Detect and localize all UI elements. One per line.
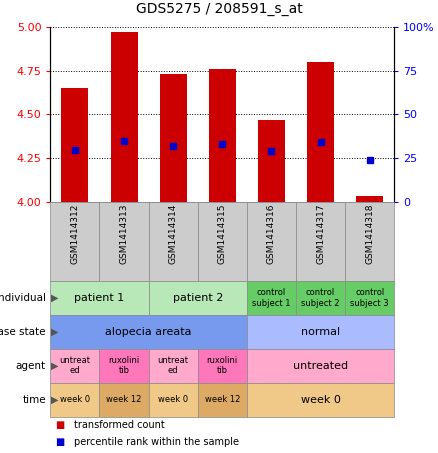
- Bar: [148, 383, 198, 417]
- Bar: [247, 202, 296, 281]
- Bar: [148, 349, 198, 383]
- Bar: [99, 202, 148, 281]
- Bar: [247, 349, 394, 383]
- Text: normal: normal: [301, 327, 340, 337]
- Text: untreat
ed: untreat ed: [60, 356, 90, 376]
- Bar: [160, 74, 187, 202]
- Text: transformed count: transformed count: [74, 419, 165, 430]
- Bar: [110, 33, 138, 202]
- Bar: [50, 349, 99, 383]
- Bar: [209, 69, 236, 202]
- Text: patient 2: patient 2: [173, 293, 223, 303]
- Bar: [247, 383, 394, 417]
- Text: week 0: week 0: [300, 395, 340, 405]
- Text: GSM1414314: GSM1414314: [169, 204, 178, 265]
- Bar: [198, 202, 247, 281]
- Bar: [247, 315, 394, 349]
- Text: GSM1414312: GSM1414312: [71, 204, 79, 265]
- Text: week 0: week 0: [60, 395, 90, 404]
- Bar: [50, 281, 148, 315]
- Text: control
subject 3: control subject 3: [350, 288, 389, 308]
- Bar: [345, 202, 394, 281]
- Text: ▶: ▶: [51, 395, 59, 405]
- Text: percentile rank within the sample: percentile rank within the sample: [74, 437, 240, 447]
- Bar: [296, 202, 345, 281]
- Text: ■: ■: [55, 437, 64, 447]
- Bar: [307, 62, 334, 202]
- Text: week 0: week 0: [158, 395, 188, 404]
- Bar: [148, 281, 247, 315]
- Text: alopecia areata: alopecia areata: [106, 327, 192, 337]
- Text: disease state: disease state: [0, 327, 46, 337]
- Bar: [99, 349, 148, 383]
- Bar: [345, 281, 394, 315]
- Text: control
subject 1: control subject 1: [252, 288, 291, 308]
- Text: time: time: [22, 395, 46, 405]
- Text: patient 1: patient 1: [74, 293, 125, 303]
- Bar: [50, 202, 99, 281]
- Bar: [50, 383, 99, 417]
- Bar: [198, 349, 247, 383]
- Text: ruxolini
tib: ruxolini tib: [109, 356, 140, 376]
- Text: individual: individual: [0, 293, 46, 303]
- Bar: [198, 383, 247, 417]
- Text: control
subject 2: control subject 2: [301, 288, 340, 308]
- Text: GSM1414316: GSM1414316: [267, 204, 276, 265]
- Text: GSM1414318: GSM1414318: [365, 204, 374, 265]
- Text: GSM1414315: GSM1414315: [218, 204, 227, 265]
- Bar: [99, 383, 148, 417]
- Text: ■: ■: [55, 419, 64, 430]
- Text: untreat
ed: untreat ed: [158, 356, 189, 376]
- Text: ▶: ▶: [51, 293, 59, 303]
- Text: ▶: ▶: [51, 327, 59, 337]
- Text: ruxolini
tib: ruxolini tib: [207, 356, 238, 376]
- Bar: [148, 202, 198, 281]
- Text: week 12: week 12: [106, 395, 142, 404]
- Text: GSM1414313: GSM1414313: [120, 204, 128, 265]
- Text: untreated: untreated: [293, 361, 348, 371]
- Text: agent: agent: [16, 361, 46, 371]
- Bar: [296, 281, 345, 315]
- Text: ▶: ▶: [51, 361, 59, 371]
- Bar: [247, 281, 296, 315]
- Bar: [356, 196, 383, 202]
- Text: GDS5275 / 208591_s_at: GDS5275 / 208591_s_at: [136, 2, 302, 16]
- Text: week 12: week 12: [205, 395, 240, 404]
- Text: GSM1414317: GSM1414317: [316, 204, 325, 265]
- Bar: [258, 120, 285, 202]
- Bar: [50, 315, 247, 349]
- Bar: [61, 88, 88, 202]
